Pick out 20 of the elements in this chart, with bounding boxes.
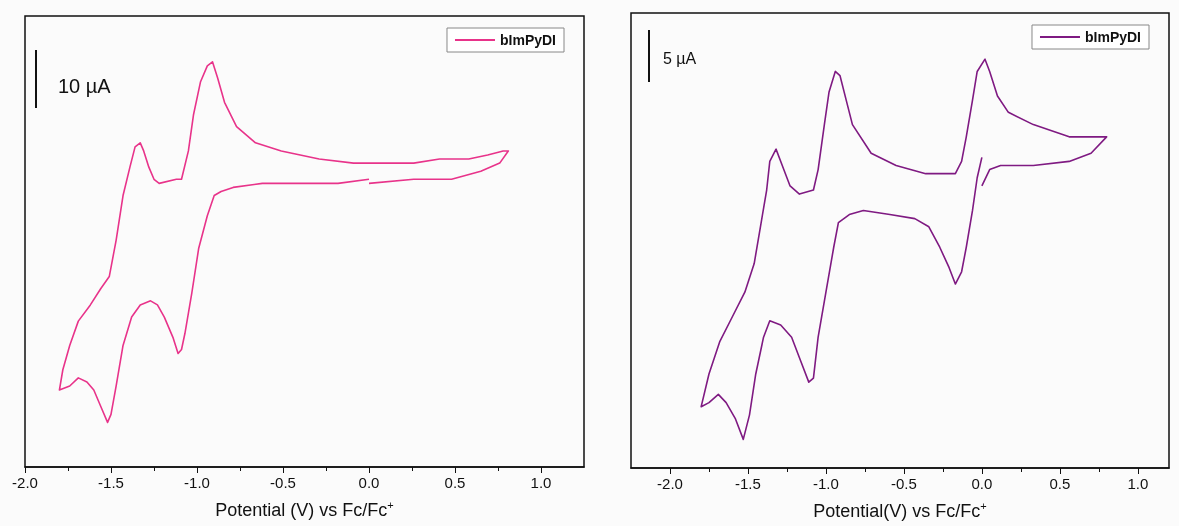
x-tick-label: 0.5	[444, 474, 466, 491]
x-tick-label: 0.0	[971, 475, 993, 492]
legend-label: bImPyDI	[499, 32, 556, 48]
x-tick-label: -0.5	[890, 475, 917, 492]
x-tick-label: 0.0	[358, 474, 380, 491]
x-tick-label: -1.5	[735, 475, 761, 492]
x-tick-label: -2.0	[657, 475, 683, 492]
x-axis-title: Potential(V) vs Fc/Fc+	[813, 499, 987, 521]
x-tick-label: 1.0	[1127, 475, 1149, 492]
annotation: 10 µA	[58, 75, 112, 97]
annotation: 5 µA	[663, 49, 697, 67]
legend-label: bImPyDI	[1084, 29, 1141, 45]
x-axis-title: Potential (V) vs Fc/Fc+	[215, 498, 394, 520]
x-tick-label: -1.0	[813, 475, 839, 492]
x-tick-label: -1.0	[184, 474, 210, 491]
x-tick-label: 1.0	[530, 474, 552, 491]
x-tick-label: -2.0	[12, 474, 38, 491]
x-tick-label: -1.5	[98, 474, 124, 491]
x-tick-label: 0.5	[1049, 475, 1071, 492]
x-tick-label: -0.5	[270, 474, 296, 491]
